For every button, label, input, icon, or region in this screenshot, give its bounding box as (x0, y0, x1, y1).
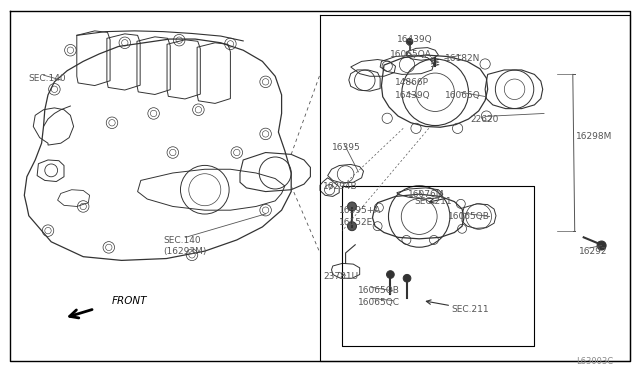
Text: 16182N: 16182N (445, 54, 480, 63)
Text: 16439Q: 16439Q (395, 91, 431, 100)
Circle shape (597, 241, 606, 250)
Text: 16298M: 16298M (576, 132, 612, 141)
Text: 16395: 16395 (332, 143, 360, 152)
Text: SEC.140: SEC.140 (163, 236, 201, 245)
Text: 14866P: 14866P (395, 78, 429, 87)
Text: L63003C: L63003C (576, 357, 613, 366)
Text: 16065QB: 16065QB (358, 286, 400, 295)
Circle shape (348, 202, 356, 211)
Circle shape (348, 222, 356, 231)
Text: FRONT: FRONT (112, 296, 147, 306)
Text: (16293M): (16293M) (163, 247, 207, 256)
Text: 16294B: 16294B (323, 182, 358, 191)
Text: 16395+A: 16395+A (339, 206, 381, 215)
Text: 16065QA: 16065QA (390, 50, 432, 59)
Text: 16292: 16292 (579, 247, 608, 256)
Text: SEC.211: SEC.211 (451, 305, 489, 314)
Text: SEC.140: SEC.140 (29, 74, 67, 83)
Circle shape (406, 38, 413, 45)
Circle shape (403, 275, 411, 282)
Text: SEC.211: SEC.211 (415, 197, 452, 206)
Text: 16065Q: 16065Q (445, 91, 481, 100)
Text: 16065QB: 16065QB (448, 212, 490, 221)
Text: 16065QC: 16065QC (358, 298, 401, 307)
Text: 16076M: 16076M (408, 190, 445, 199)
Text: 22620: 22620 (470, 115, 499, 124)
Text: 16439Q: 16439Q (397, 35, 433, 44)
Text: 16152E: 16152E (339, 218, 374, 227)
Circle shape (387, 271, 394, 278)
Text: 23781U: 23781U (323, 272, 358, 280)
